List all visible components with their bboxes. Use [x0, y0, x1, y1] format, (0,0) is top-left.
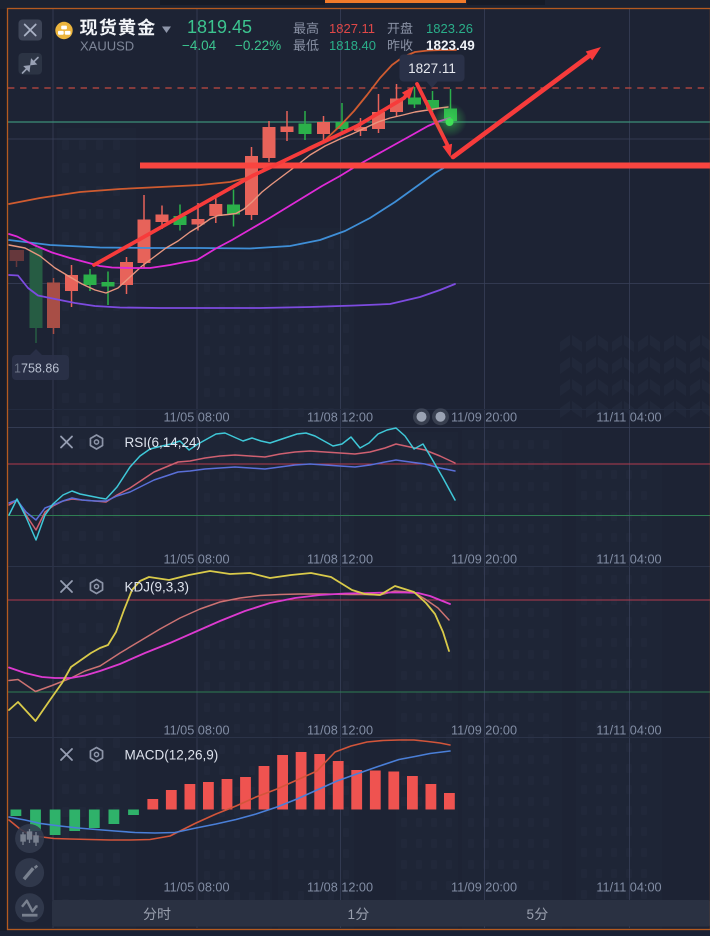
svg-text:11/09 20:00: 11/09 20:00	[451, 881, 517, 895]
svg-text:−4.04: −4.04	[182, 38, 217, 53]
svg-text:11/11 04:00: 11/11 04:00	[596, 411, 661, 425]
svg-text:11/08 12:00: 11/08 12:00	[307, 881, 373, 895]
svg-text:11/08 12:00: 11/08 12:00	[307, 724, 373, 738]
svg-text:11/09 20:00: 11/09 20:00	[451, 724, 517, 738]
svg-text:5: 5	[527, 907, 535, 922]
svg-text:11/09 20:00: 11/09 20:00	[451, 411, 517, 425]
svg-text:1827.11: 1827.11	[329, 21, 375, 36]
svg-text:11/08 12:00: 11/08 12:00	[307, 411, 373, 425]
svg-text:758.86: 758.86	[21, 362, 59, 376]
svg-text:KDJ(9,3,3): KDJ(9,3,3)	[125, 580, 190, 595]
svg-text:11/08 12:00: 11/08 12:00	[307, 553, 373, 567]
svg-text:1818.40: 1818.40	[329, 38, 376, 53]
svg-text:11/05 08:00: 11/05 08:00	[163, 411, 229, 425]
svg-text:11/09 20:00: 11/09 20:00	[451, 553, 517, 567]
svg-text:11/11 04:00: 11/11 04:00	[596, 553, 661, 567]
svg-text:1827.11: 1827.11	[408, 61, 456, 76]
svg-text:11/05 08:00: 11/05 08:00	[163, 553, 229, 567]
svg-text:11/11 04:00: 11/11 04:00	[596, 881, 661, 895]
svg-text:1: 1	[14, 362, 21, 376]
svg-text:1823.49: 1823.49	[426, 38, 475, 53]
svg-text:1819.45: 1819.45	[187, 17, 252, 37]
svg-text:MACD(12,26,9): MACD(12,26,9)	[125, 748, 219, 763]
svg-text:11/11 04:00: 11/11 04:00	[596, 724, 661, 738]
svg-text:1: 1	[348, 907, 356, 922]
svg-text:1823.26: 1823.26	[426, 21, 473, 36]
svg-text:XAUUSD: XAUUSD	[80, 39, 134, 54]
svg-text:11/05 08:00: 11/05 08:00	[163, 881, 229, 895]
svg-text:11/05 08:00: 11/05 08:00	[163, 724, 229, 738]
svg-text:−0.22%: −0.22%	[235, 38, 281, 53]
svg-text:RSI(6,14,24): RSI(6,14,24)	[125, 435, 202, 450]
